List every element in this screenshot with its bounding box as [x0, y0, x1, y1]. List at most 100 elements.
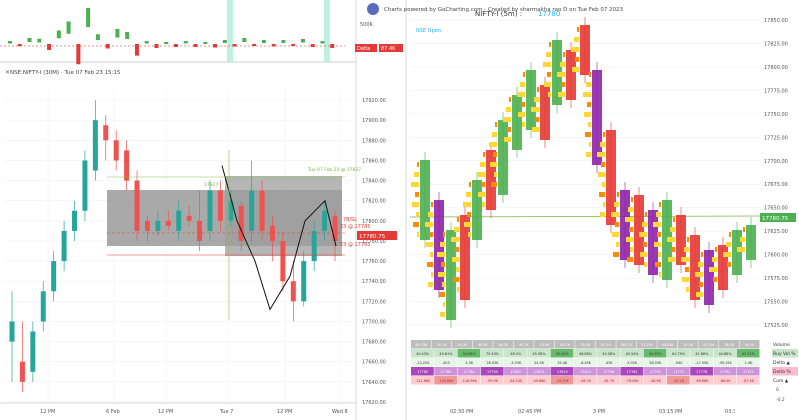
stats-cell-value: 45.1K — [745, 343, 756, 347]
footprint-volume-bar — [616, 242, 619, 247]
delta-bar — [115, 29, 120, 38]
time-tick-label: Tue 7 — [219, 409, 233, 415]
footprint-volume-bar — [645, 212, 647, 217]
footprint-volume-bar — [684, 247, 689, 252]
stats-cell-value: -48.7K — [580, 379, 592, 383]
candle-body — [113, 140, 119, 161]
stats-cell-bg — [690, 358, 713, 367]
footprint-volume-bar — [483, 152, 485, 157]
highlight-band — [324, 0, 330, 62]
stats-cell-value: -84.15K — [509, 379, 523, 383]
stats-cell-bg — [597, 376, 620, 385]
footprint-volume-bar — [601, 162, 605, 167]
candle-body — [9, 321, 15, 342]
close-icon[interactable]: ✕ — [5, 69, 10, 76]
stats-cell-bg — [431, 340, 452, 349]
candle-body — [322, 210, 328, 231]
footprint-volume-bar — [494, 172, 497, 177]
stats-cell-bg — [504, 367, 527, 376]
stats-cell-bg — [452, 340, 473, 349]
footprint-volume-bar — [572, 67, 579, 72]
footprint-volume-bar — [561, 82, 565, 87]
stats-cell-value: 1.4K — [745, 361, 753, 365]
footprint-volume-bar — [426, 242, 433, 247]
stats-cell-bg — [504, 358, 527, 367]
time-tick-label: Wed 8 — [332, 409, 348, 415]
candle-body — [40, 291, 46, 322]
delta-bar — [300, 39, 305, 43]
footprint-volume-bar — [480, 162, 485, 167]
footprint-body — [690, 235, 700, 300]
candle-body — [259, 190, 265, 231]
delta-subchart: 500K Delta 87.4K — [0, 0, 403, 65]
candle-body — [92, 120, 98, 171]
price-tick-label: 17600.00 — [764, 253, 788, 259]
price-tick-label: 17550.00 — [764, 300, 788, 306]
stats-cell-value: 45.1K — [519, 343, 530, 347]
level-label-red-3: 23 @ 17765 — [340, 242, 370, 248]
stats-cell-bg — [666, 349, 690, 358]
stats-cell-value: 17778 — [696, 370, 707, 374]
footprint-volume-bar — [457, 287, 459, 292]
footprint-volume-bar — [469, 182, 471, 187]
stats-cell-bg — [620, 358, 644, 367]
price-tick-label: 17650.00 — [764, 206, 788, 212]
time-tick-label: 02:30 PM — [450, 409, 473, 415]
delta-bar — [242, 38, 247, 42]
delta-bar — [281, 40, 286, 43]
stats-label-bg — [772, 340, 798, 349]
delta-bar — [154, 44, 159, 48]
footprint-volume-bar — [520, 82, 525, 87]
stats-cell-value: -81.7K — [603, 379, 615, 383]
stats-cell-value: 54.56% — [463, 352, 477, 356]
stats-cell-value: 3.05K — [627, 361, 638, 365]
stats-cell-bg — [690, 376, 713, 385]
stats-cell-value: 41.68% — [695, 352, 709, 356]
delta-bar — [320, 41, 325, 44]
stats-row-label: Delta % — [773, 369, 791, 375]
candle-body — [82, 160, 88, 211]
candle-body — [217, 190, 223, 221]
footprint-volume-bar — [713, 277, 717, 282]
footprint-volume-bar — [557, 72, 565, 77]
footprint-volume-bar — [642, 222, 647, 227]
footprint-volume-bar — [560, 62, 565, 67]
footprint-volume-bar — [467, 212, 471, 217]
footprint-volume-bar — [613, 252, 619, 257]
stats-cell-value: 49.61% — [439, 352, 453, 356]
footprint-volume-bar — [491, 182, 497, 187]
candle-body — [280, 240, 286, 282]
stats-cell-bg — [472, 340, 493, 349]
footprint-volume-bar — [586, 82, 591, 87]
footprint-volume-bar — [599, 192, 605, 197]
stats-cell-bg — [643, 358, 667, 367]
footprint-volume-bar — [699, 282, 703, 287]
footprint-volume-bar — [489, 142, 497, 147]
footprint-volume-bar — [682, 277, 689, 282]
footprint-body — [732, 230, 742, 275]
candle-body — [269, 225, 275, 241]
footprint-volume-bar — [696, 292, 703, 297]
stats-cell-value: 44.03K — [662, 343, 675, 347]
stats-cell-bg — [643, 376, 667, 385]
stats-cell-bg — [616, 340, 637, 349]
footprint-volume-bar — [518, 112, 525, 117]
stats-cell-bg — [643, 367, 667, 376]
stats-cell-value: 35.46 — [557, 361, 567, 365]
stats-cell-value: 17819 — [557, 370, 568, 374]
symbol-value: 17780 — [538, 10, 560, 18]
footprint-volume-bar — [586, 152, 591, 157]
delta-bar — [8, 41, 12, 44]
footprint-volume-bar — [655, 262, 661, 267]
footprint-volume-bar — [437, 252, 445, 257]
delta-bar — [174, 44, 178, 47]
footprint-volume-bar — [416, 212, 419, 217]
stats-cell-value: 45.21% — [742, 352, 756, 356]
stats-cell-value: 54.55% — [649, 352, 663, 356]
price-tick-label: 17800.00 — [764, 65, 788, 71]
stats-cell-bg — [434, 367, 458, 376]
stats-cell-value: 17791 — [720, 370, 731, 374]
footprint-volume-bar — [478, 192, 485, 197]
stats-cell-bg — [554, 340, 575, 349]
stats-cell-value: 17772 — [673, 370, 684, 374]
